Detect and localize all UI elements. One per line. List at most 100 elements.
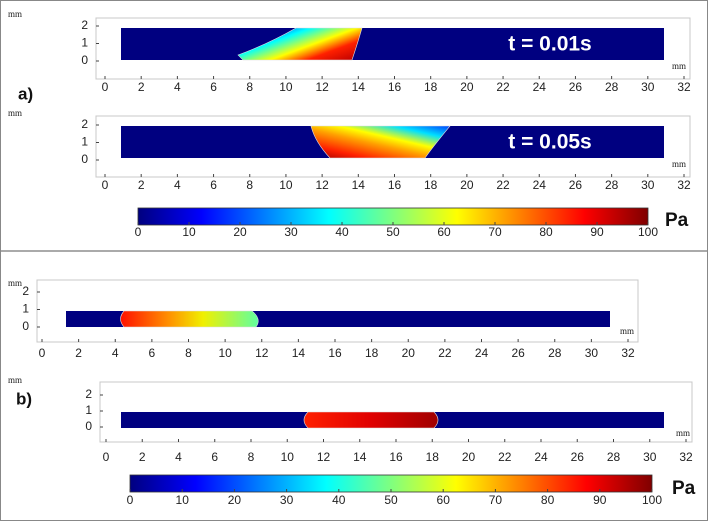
x-tick-label: 20 bbox=[460, 80, 474, 94]
x-tick-label: 30 bbox=[643, 450, 657, 464]
x-tick-label: 4 bbox=[112, 346, 119, 360]
y-tick-label: 0 bbox=[81, 152, 88, 166]
y-unit: mm bbox=[8, 375, 22, 385]
x-tick-label: 12 bbox=[315, 80, 329, 94]
x-tick-label: 0 bbox=[102, 178, 109, 192]
colorbar-tick-label: 40 bbox=[332, 493, 346, 507]
x-unit: mm bbox=[676, 428, 690, 438]
plot-frame bbox=[36, 279, 639, 343]
x-tick-label: 10 bbox=[279, 80, 293, 94]
x-tick-label: 24 bbox=[533, 80, 547, 94]
x-tick-label: 18 bbox=[424, 178, 438, 192]
x-tick-label: 26 bbox=[571, 450, 585, 464]
x-tick-label: 20 bbox=[462, 450, 476, 464]
x-tick-label: 6 bbox=[211, 450, 218, 464]
x-unit: mm bbox=[620, 326, 634, 336]
x-tick-label: 16 bbox=[388, 80, 402, 94]
pressure-field bbox=[120, 310, 259, 328]
colorbar-unit: Pa bbox=[665, 210, 689, 231]
x-tick-label: 8 bbox=[185, 346, 192, 360]
pressure-field bbox=[310, 125, 451, 159]
x-tick-label: 14 bbox=[352, 80, 366, 94]
x-tick-label: 28 bbox=[605, 80, 619, 94]
colorbar-tick-label: 10 bbox=[176, 493, 190, 507]
colorbar-tick-label: 100 bbox=[638, 225, 658, 239]
y-tick-label: 2 bbox=[81, 18, 88, 32]
x-tick-label: 8 bbox=[246, 178, 253, 192]
x-tick-label: 32 bbox=[677, 80, 691, 94]
x-tick-label: 30 bbox=[641, 80, 655, 94]
x-tick-label: 6 bbox=[210, 178, 217, 192]
x-tick-label: 28 bbox=[607, 450, 621, 464]
x-tick-label: 26 bbox=[511, 346, 525, 360]
y-tick-label: 2 bbox=[22, 284, 29, 298]
colorbar-tick-label: 20 bbox=[228, 493, 242, 507]
y-tick-label: 1 bbox=[81, 36, 88, 50]
x-tick-label: 18 bbox=[426, 450, 440, 464]
y-tick-label: 1 bbox=[22, 302, 29, 316]
colorbar-tick-label: 60 bbox=[437, 225, 451, 239]
panel-label: a) bbox=[18, 84, 33, 103]
x-tick-label: 30 bbox=[585, 346, 599, 360]
colorbar-tick-label: 0 bbox=[135, 225, 142, 239]
colorbar-tick-label: 100 bbox=[642, 493, 662, 507]
x-tick-label: 16 bbox=[388, 178, 402, 192]
x-tick-label: 22 bbox=[498, 450, 512, 464]
y-unit: mm bbox=[8, 108, 22, 118]
x-tick-label: 6 bbox=[210, 80, 217, 94]
x-tick-label: 0 bbox=[102, 80, 109, 94]
colorbar-tick-label: 10 bbox=[182, 225, 196, 239]
x-tick-label: 16 bbox=[328, 346, 342, 360]
x-tick-label: 16 bbox=[389, 450, 403, 464]
x-tick-label: 0 bbox=[39, 346, 46, 360]
y-tick-label: 0 bbox=[81, 53, 88, 67]
x-tick-label: 2 bbox=[75, 346, 82, 360]
colorbar-tick-label: 90 bbox=[593, 493, 607, 507]
colorbar-tick-label: 80 bbox=[541, 493, 555, 507]
panel-label: b) bbox=[16, 389, 32, 408]
x-tick-label: 24 bbox=[534, 450, 548, 464]
y-tick-label: 1 bbox=[85, 403, 92, 417]
x-tick-label: 30 bbox=[641, 178, 655, 192]
x-tick-label: 22 bbox=[496, 178, 510, 192]
x-tick-label: 14 bbox=[292, 346, 306, 360]
x-tick-label: 12 bbox=[315, 178, 329, 192]
x-unit: mm bbox=[672, 61, 686, 71]
y-tick-label: 0 bbox=[22, 319, 29, 333]
colorbar-tick-label: 30 bbox=[280, 493, 294, 507]
x-tick-label: 4 bbox=[175, 450, 182, 464]
x-tick-label: 22 bbox=[438, 346, 452, 360]
colorbar-tick-label: 70 bbox=[488, 225, 502, 239]
colorbar-tick-label: 20 bbox=[233, 225, 247, 239]
x-tick-label: 4 bbox=[174, 178, 181, 192]
colorbar-tick-label: 0 bbox=[127, 493, 134, 507]
x-unit: mm bbox=[672, 159, 686, 169]
x-tick-label: 10 bbox=[279, 178, 293, 192]
x-tick-label: 12 bbox=[255, 346, 269, 360]
strip bbox=[121, 28, 664, 60]
x-tick-label: 24 bbox=[475, 346, 489, 360]
x-tick-label: 26 bbox=[569, 80, 583, 94]
x-tick-label: 2 bbox=[138, 178, 145, 192]
x-tick-label: 8 bbox=[248, 450, 255, 464]
x-tick-label: 28 bbox=[548, 346, 562, 360]
plot-frame bbox=[95, 115, 691, 178]
colorbar-tick-label: 30 bbox=[284, 225, 298, 239]
x-tick-label: 20 bbox=[402, 346, 416, 360]
x-tick-label: 20 bbox=[460, 178, 474, 192]
x-tick-label: 18 bbox=[424, 80, 438, 94]
x-tick-label: 26 bbox=[569, 178, 583, 192]
pressure-field bbox=[237, 27, 363, 61]
colorbar-tick-label: 70 bbox=[489, 493, 503, 507]
x-tick-label: 6 bbox=[149, 346, 156, 360]
y-tick-label: 2 bbox=[85, 387, 92, 401]
x-tick-label: 14 bbox=[353, 450, 367, 464]
colorbar-tick-label: 80 bbox=[539, 225, 553, 239]
x-tick-label: 18 bbox=[365, 346, 379, 360]
y-unit: mm bbox=[8, 9, 22, 19]
x-tick-label: 22 bbox=[496, 80, 510, 94]
y-tick-label: 0 bbox=[85, 419, 92, 433]
colorbar-tick-label: 60 bbox=[437, 493, 451, 507]
time-annotation: t = 0.05s bbox=[508, 131, 591, 154]
x-tick-label: 12 bbox=[317, 450, 331, 464]
